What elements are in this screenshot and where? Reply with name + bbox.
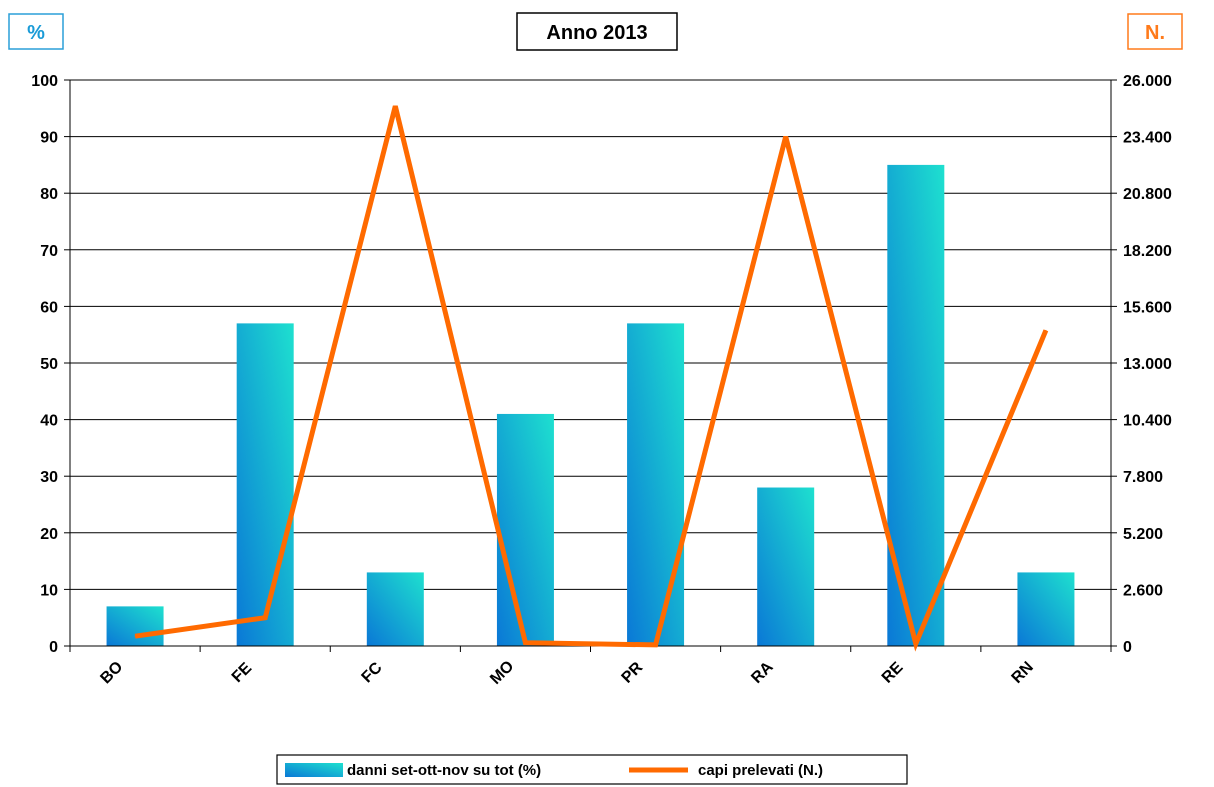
bar-RN [1017, 572, 1075, 646]
left-tick-label: 90 [40, 130, 58, 147]
legend-line-label: capi prelevati (N.) [698, 762, 823, 779]
bar-FC [366, 572, 424, 646]
left-axis-unit-label: % [27, 22, 45, 44]
legend-bar-label: danni set-ott-nov su tot (%) [347, 762, 541, 779]
left-tick-label: 40 [40, 413, 58, 430]
right-tick-label: 2.600 [1123, 582, 1163, 599]
category-label-RN: RN [1009, 659, 1037, 687]
left-tick-label: 10 [40, 582, 58, 599]
right-tick-label: 15.600 [1123, 299, 1172, 316]
left-tick-label: 60 [40, 299, 58, 316]
left-tick-label: 30 [40, 469, 58, 486]
line-point-FC [394, 105, 396, 107]
line-point-BO [134, 635, 136, 637]
left-tick-label: 70 [40, 243, 58, 260]
right-tick-label: 10.400 [1123, 413, 1172, 430]
category-label-FE: FE [229, 659, 256, 686]
right-axis-unit-box: N. [1127, 13, 1183, 50]
category-label-MO: MO [487, 658, 517, 688]
bar-FE [236, 323, 294, 646]
gridlines [70, 79, 1111, 647]
right-tick-label: 0 [1123, 639, 1132, 656]
line-point-FE [264, 617, 266, 619]
right-tick-label: 7.800 [1123, 469, 1163, 486]
line-point-RN [1045, 329, 1047, 331]
line-point-RE [915, 643, 917, 645]
right-tick-label: 20.800 [1123, 186, 1172, 203]
category-label-FC: FC [359, 659, 386, 686]
left-tick-label: 100 [31, 73, 58, 90]
left-tick-label: 80 [40, 186, 58, 203]
legend: danni set-ott-nov su tot (%) capi prelev… [276, 754, 908, 785]
right-tick-label: 23.400 [1123, 130, 1172, 147]
left-tick-label: 0 [49, 639, 58, 656]
legend-bar-swatch [285, 763, 343, 777]
bar-MO [496, 413, 554, 646]
bar-RA [757, 487, 815, 646]
category-label-BO: BO [97, 658, 126, 687]
left-tick-label: 20 [40, 526, 58, 543]
right-axis-ticks: 0 2.600 5.200 7.800 10.400 13.000 15.600 18.200… [1123, 73, 1172, 656]
bar-PR [627, 323, 685, 646]
category-label-PR: PR [619, 659, 647, 687]
left-axis-ticks: 0 10 20 30 40 50 60 70 80 90 100 [31, 73, 58, 656]
right-tick-label: 18.200 [1123, 243, 1172, 260]
line-point-MO [524, 642, 526, 644]
line-series [134, 105, 1049, 652]
left-tick-label: 50 [40, 356, 58, 373]
line-point-RA [785, 136, 787, 138]
axes [64, 79, 1117, 652]
capi-prelevati-line [134, 105, 1049, 652]
right-tick-label: 5.200 [1123, 526, 1163, 543]
category-labels: BO FE FC MO PR RA RE RN [97, 658, 1037, 688]
category-label-RA: RA [748, 658, 777, 687]
right-tick-label: 26.000 [1123, 73, 1172, 90]
left-axis-unit-box: % [8, 13, 64, 50]
chart-title-box: Anno 2013 [516, 12, 678, 51]
right-tick-label: 13.000 [1123, 356, 1172, 373]
bar-BO [106, 606, 164, 646]
chart-title: Anno 2013 [546, 22, 647, 44]
right-axis-unit-label: N. [1145, 22, 1165, 44]
line-point-PR [655, 644, 657, 646]
category-label-RE: RE [879, 659, 907, 687]
bar-series [106, 164, 1075, 646]
